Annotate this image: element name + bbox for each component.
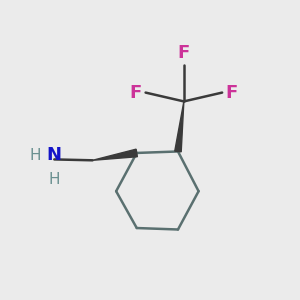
Text: H: H (49, 172, 60, 187)
Text: F: F (130, 84, 142, 102)
Polygon shape (175, 101, 184, 152)
Text: F: F (178, 44, 190, 62)
Text: N: N (47, 146, 62, 164)
Text: F: F (226, 84, 238, 102)
Text: H: H (30, 148, 41, 163)
Polygon shape (93, 149, 137, 160)
